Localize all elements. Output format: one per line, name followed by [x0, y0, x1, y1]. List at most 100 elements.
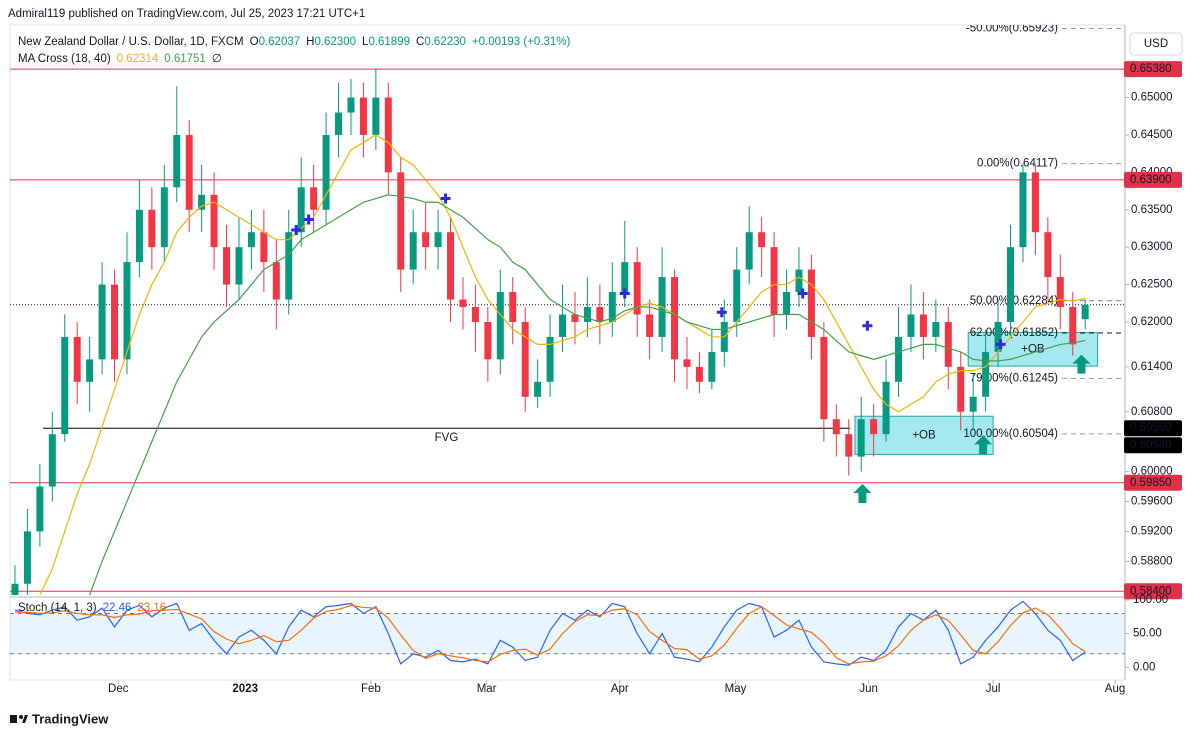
candle-body	[534, 381, 542, 397]
candle-body	[608, 292, 616, 322]
candle-body	[1007, 247, 1015, 322]
level-price-box	[1124, 583, 1182, 600]
cross-marker	[862, 320, 873, 331]
candle-body	[621, 262, 629, 293]
candle-body	[422, 232, 430, 248]
candle-body	[596, 307, 604, 322]
candle-body	[919, 314, 927, 337]
candle-body	[944, 321, 952, 367]
candle-body	[1031, 172, 1039, 233]
candle-body	[845, 434, 853, 457]
candle-body	[359, 97, 367, 135]
candle-body	[223, 247, 231, 285]
candle-body	[982, 351, 990, 397]
ohlc-value: 0.62037	[259, 36, 301, 48]
change: +0.00193 (+0.31%)	[472, 36, 571, 48]
brand: TradingView	[32, 711, 109, 726]
stoch-line	[14, 600, 1086, 666]
candle-body	[820, 336, 828, 420]
candle-body	[397, 172, 405, 270]
candle-body	[123, 262, 131, 360]
candle-body	[23, 531, 31, 584]
candle-body	[895, 336, 903, 382]
x-tick-label: Jun	[859, 683, 878, 695]
candle-body	[832, 419, 840, 435]
cross-marker	[995, 339, 1006, 350]
level-price-label: 0.59850	[1130, 477, 1172, 489]
ohlc-key: C	[416, 36, 424, 48]
currency-button[interactable]	[1129, 32, 1183, 56]
x-tick-label: 2023	[232, 683, 258, 695]
level-price-label: 0.58400	[1130, 585, 1172, 597]
x-tick-label: Dec	[108, 683, 129, 695]
x-tick-label: May	[725, 683, 747, 695]
ma-value: 0.62314	[117, 53, 159, 65]
candle-body	[1044, 232, 1052, 278]
candle-body	[994, 321, 1002, 352]
candle-body	[733, 269, 741, 322]
fib-label: 79.00%(0.61245)	[970, 372, 1058, 384]
candle-body	[521, 321, 529, 397]
candle-body	[148, 209, 156, 248]
candle-body	[210, 194, 218, 248]
candle-body	[36, 486, 44, 532]
candle-body	[857, 419, 865, 457]
candle-body	[583, 307, 591, 322]
candle-body	[86, 359, 94, 382]
candle-body	[1056, 277, 1064, 308]
main-pane: +OB+OBFVG-50.00%(0.65923)0.00%(0.64117)5…	[10, 25, 1125, 595]
candle-body	[98, 284, 106, 360]
fvg-label: FVG	[435, 432, 459, 444]
ohlc-value: 0.62300	[314, 36, 356, 48]
candle-body	[882, 381, 890, 435]
candle-body	[198, 194, 206, 210]
candle-body	[509, 292, 517, 322]
cross-marker	[303, 214, 314, 225]
candle-body	[671, 277, 679, 360]
candle-body	[1069, 307, 1077, 345]
ohlc-key: H	[306, 36, 314, 48]
candle-body	[496, 292, 504, 360]
order-block-label: +OB	[912, 429, 936, 441]
y-tick-label: 0.60000	[1131, 466, 1173, 478]
candle-body	[695, 366, 703, 382]
candle-body	[111, 284, 119, 360]
candle-body	[73, 336, 81, 382]
candle-body	[907, 314, 915, 337]
ohlc-value: 0.61899	[368, 36, 410, 48]
publisher: Admiral119 published on TradingView.com,…	[8, 8, 365, 20]
candle-body	[310, 187, 318, 210]
ohlc-value: 0.62230	[424, 36, 466, 48]
candle-body	[770, 247, 778, 315]
x-tick-label: Aug	[1105, 683, 1125, 695]
ma-title: MA Cross (18, 40)	[18, 53, 111, 65]
currency-label[interactable]: USD	[1144, 38, 1168, 50]
stoch-y-tick-label: 100.00	[1133, 594, 1168, 606]
cross-marker	[440, 193, 451, 204]
candle-body	[807, 269, 815, 337]
level-price-label: 0.65380	[1130, 63, 1172, 75]
candle-body	[173, 134, 181, 188]
brand-logo	[10, 715, 28, 723]
stoch-band	[10, 613, 1125, 654]
x-tick-label: Jul	[986, 683, 1001, 695]
candle-body	[434, 232, 442, 248]
level-price-box	[1124, 61, 1182, 78]
cross-marker	[619, 288, 630, 299]
candle-body	[61, 336, 69, 435]
stoch-y-tick-label: 50.00	[1133, 628, 1162, 640]
candle-body	[409, 232, 417, 270]
signal-arrow	[1072, 354, 1091, 374]
y-tick-label: 0.61400	[1131, 361, 1173, 373]
candle-body	[235, 247, 243, 285]
ma-value: 0.61751	[164, 53, 206, 65]
candle-body	[160, 187, 168, 248]
candle-body	[11, 583, 19, 595]
legend-line: New Zealand Dollar / U.S. Dollar, 1D, FX…	[18, 36, 571, 48]
candle-body	[870, 419, 878, 435]
candle-body	[484, 321, 492, 360]
candle-body	[1019, 172, 1027, 248]
candle-body	[633, 262, 641, 315]
y-tick-label: 0.63500	[1131, 204, 1173, 216]
y-tick-label: 0.62500	[1131, 279, 1173, 291]
